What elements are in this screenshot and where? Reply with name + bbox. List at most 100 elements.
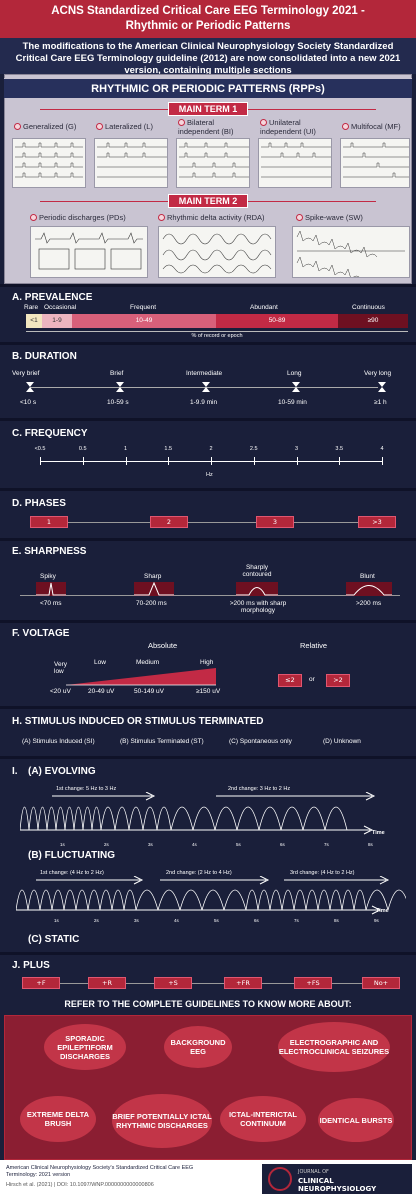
frequency-tick-label: 1 [123,446,128,452]
hourglass-icon [116,382,124,392]
duration-value-intermediate: 1-9.9 min [190,399,218,406]
sharp-wave-icon [134,582,174,596]
frequency-tick [125,457,127,465]
bullet-icon [178,119,185,126]
evolving-title: (A) EVOLVING [28,766,96,777]
journal-logo: JOURNAL OF CLINICAL NEUROPHYSIOLOGY [262,1164,412,1194]
evolving-tick-label: 3s [148,842,153,847]
intro-line-3: version, containing multiple sections [124,65,292,76]
frequency-tick [339,457,341,465]
separator [0,952,416,955]
frequency-tick [211,457,212,465]
duration-label-intermediate: Intermediate [186,370,223,377]
plus-fr: +FR [224,977,262,989]
phase-2: 2 [150,516,188,528]
term2-periodic: Periodic discharges (PDs) [30,213,126,222]
eeg-trace-icon [343,142,409,178]
frequency-tick-label: <0.5 [34,446,46,452]
frequency-tick-label: 2 [209,446,213,452]
sharpness-title: E. SHARPNESS [12,546,87,557]
separator [0,620,416,623]
frequency-tick [253,457,255,465]
sharpness-label-sharply-contoured: Sharply contoured [242,564,272,578]
fluctuating-title: (B) FLUCTUATING [28,850,116,861]
refer-title: REFER TO THE COMPLETE GUIDELINES TO KNOW… [64,999,352,1009]
bullet-icon [14,123,21,130]
phase-1: 1 [30,516,68,528]
duration-value-very-brief: <10 s [20,399,37,406]
journal-name: CLINICAL NEUROPHYSIOLOGY [298,1177,377,1193]
fluctuating-change-2: 2nd change: (2 Hz to 4 Hz) [166,870,232,876]
evolving-time-label: Time [372,830,385,836]
eeg-trace-icon [296,230,405,280]
evolving-tick-label: 1s [60,842,65,847]
eeg-thumb-periodic [30,226,148,278]
prevalence-label-frequent: Frequent [130,304,157,311]
voltage-value-low: 20-49 uV [88,688,115,695]
eeg-thumb-unilateral [258,138,332,188]
refer-delta-brush: EXTREME DELTA BRUSH [20,1096,96,1142]
plus-none: No+ [362,977,400,989]
evolving-tick-label: 6s [280,842,285,847]
footer-line-1: American Clinical Neurophysiology Societ… [6,1165,194,1171]
eeg-thumb-generalized [12,138,86,188]
eeg-trace-icon [15,142,83,178]
evolving-tick-label: 4s [192,842,197,847]
evolving-wave [20,806,348,831]
intro-line-1: The modifications to the American Clinic… [22,41,394,52]
eeg-thumb-lateralized [94,138,168,188]
stimulus-terminated: (B) Stimulus Terminated (ST) [120,738,204,745]
sharpness-value-spiky: <70 ms [40,600,62,607]
frequency-title: C. FREQUENCY [12,428,88,439]
hourglass-icon [26,382,34,392]
separator [0,488,416,491]
fluctuating-tick-label: 9s [374,918,379,923]
duration-value-brief: 10-59 s [107,399,129,406]
phases-line [30,522,390,523]
eeg-trace-icon [97,142,167,178]
footer-line-2: Terminology: 2021 version [6,1172,71,1178]
evolving-tick-label: 8s [368,842,373,847]
intro-line-2: Critical Care EEG Terminology guideline … [15,53,401,64]
bullet-icon [30,214,37,221]
plus-fs: +FS [294,977,332,989]
bullet-icon [158,214,165,221]
frequency-tick-label: 3 [294,446,299,452]
bullet-icon [342,123,349,130]
fluctuating-tick-label: 1s [54,918,59,923]
separator [0,284,416,287]
duration-label-very-long: Very long [364,370,392,377]
evolving-index: I. [12,766,18,777]
bullet-icon [296,214,303,221]
bullet-icon [260,119,267,126]
voltage-wedge-icon [66,668,216,686]
voltage-level-low: Low [94,659,106,666]
refer-identical-bursts: IDENTICAL BURSTS [318,1098,394,1142]
sharpness-label-blunt: Blunt [360,573,375,580]
term2-rhythmic-delta: Rhythmic delta activity (RDA) [158,213,265,222]
term1-generalized: Generalized (G) [14,122,76,131]
evolving-tick-label: 7s [324,842,329,847]
fluctuating-tick-label: 2s [94,918,99,923]
phases-title: D. PHASES [12,498,66,509]
eeg-trace-icon [162,233,272,274]
fluctuating-tick-label: 7s [294,918,299,923]
duration-line [30,387,378,388]
eeg-trace-icon [261,142,331,178]
eeg-trace-icon [35,232,143,270]
prevalence-axis-label: % of record or epoch [26,331,408,339]
refer-background: BACKGROUND EEG [164,1026,232,1068]
frequency-tick [82,457,84,465]
prevalence-bar-frequent: 10-49 [72,314,216,328]
sharpness-value-sharp: 70-200 ms [136,600,167,607]
frequency-tick [168,457,170,465]
frequency-unit: Hz [206,472,213,478]
frequency-tick-label: 1.5 [164,446,173,452]
separator [0,418,416,421]
prevalence-bar-occasional: 1-9 [42,314,72,328]
sharpness-value-sharply-contoured: >200 ms with sharp morphology [229,600,287,614]
sharpness-line [20,595,400,596]
voltage-value-high: ≥150 uV [196,688,221,695]
prevalence-bar-abundant: 50-89 [216,314,338,328]
evolving-change-2: 2nd change: 3 Hz to 2 Hz [228,786,291,792]
